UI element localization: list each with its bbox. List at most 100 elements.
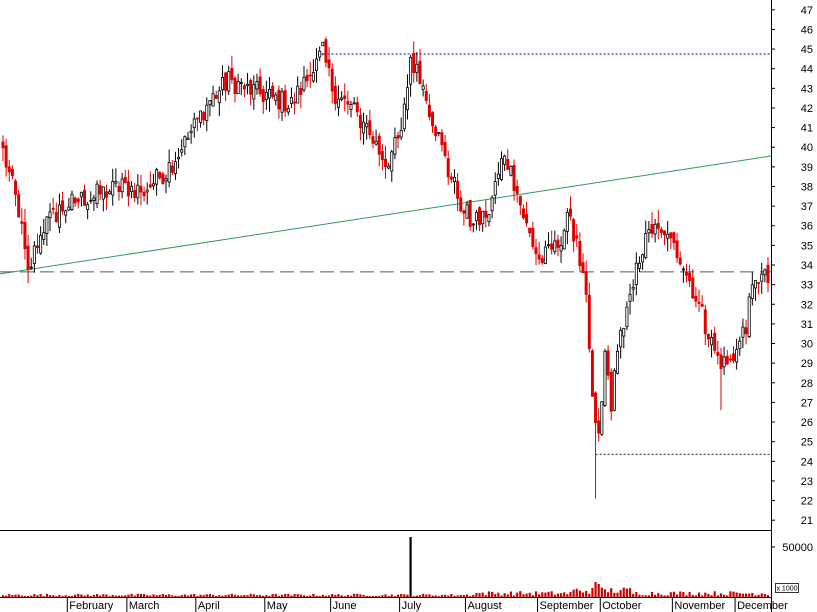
candle-body xyxy=(606,350,610,376)
candle-body xyxy=(114,181,118,184)
candle-body xyxy=(380,151,384,161)
candle-body xyxy=(164,178,168,182)
candle-body xyxy=(217,90,221,104)
candlestick xyxy=(289,87,293,108)
candle-body xyxy=(130,185,134,193)
candle-body xyxy=(434,126,438,137)
candlestick xyxy=(405,74,409,120)
candle-body xyxy=(242,85,246,90)
candle-body xyxy=(352,102,356,105)
candle-body xyxy=(374,140,378,145)
volume-bars xyxy=(1,537,770,597)
candlestick xyxy=(728,354,732,363)
candlestick xyxy=(242,83,246,97)
candle-body xyxy=(725,355,729,365)
candle-body xyxy=(543,246,547,264)
candle-body xyxy=(405,87,409,111)
price-tick-label: 35 xyxy=(801,240,813,252)
candlestick xyxy=(587,282,591,353)
candlestick xyxy=(1,135,5,162)
candle-body xyxy=(691,277,695,299)
candlestick xyxy=(271,82,275,99)
candle-body xyxy=(418,60,422,85)
candlestick xyxy=(628,283,632,315)
candlestick xyxy=(362,112,366,145)
candlestick xyxy=(437,132,441,137)
candle-body xyxy=(669,232,673,239)
candle-body xyxy=(421,85,425,91)
candlestick xyxy=(258,68,262,97)
candle-body xyxy=(180,149,184,153)
price-candles xyxy=(1,36,770,499)
candlestick xyxy=(92,194,96,212)
candle-body xyxy=(83,189,87,206)
candle-body xyxy=(32,245,36,264)
candlestick xyxy=(568,196,572,221)
price-tick-label: 25 xyxy=(801,437,813,449)
price-tick-label: 42 xyxy=(801,103,813,115)
candle-body xyxy=(186,137,190,140)
candlestick xyxy=(296,76,300,104)
candle-body xyxy=(67,206,71,211)
candle-body xyxy=(568,208,572,217)
candle-body xyxy=(189,130,193,134)
candlestick xyxy=(703,304,707,346)
volume-unit-label: x 1000 xyxy=(776,586,797,593)
candlestick xyxy=(39,226,43,255)
candlestick xyxy=(490,195,494,219)
candle-body xyxy=(108,191,112,195)
candlestick xyxy=(641,253,645,270)
candlestick xyxy=(393,127,397,160)
candlestick xyxy=(459,190,463,213)
candlestick xyxy=(456,173,460,212)
price-tick-label: 43 xyxy=(801,83,813,95)
candle-body xyxy=(399,129,403,138)
candlestick xyxy=(556,234,560,257)
candle-body xyxy=(296,85,300,104)
candle-body xyxy=(286,108,290,113)
candlestick xyxy=(302,66,306,93)
candlestick xyxy=(634,252,638,296)
axes: 21 22 23 24 25 26 27 28 29 30 31 32 33 34 35 36 37 38 39 40… xyxy=(66,5,813,612)
candlestick xyxy=(148,171,152,189)
candle-body xyxy=(540,258,544,264)
candle-body xyxy=(431,112,435,127)
candle-body xyxy=(393,137,397,155)
candle-body xyxy=(35,245,39,248)
candle-body xyxy=(757,282,761,284)
candlestick xyxy=(684,264,688,283)
candle-body xyxy=(456,180,460,199)
candle-body xyxy=(202,111,206,121)
candlestick xyxy=(518,195,522,216)
candlestick xyxy=(321,41,325,56)
candle-body xyxy=(496,173,500,180)
candle-body xyxy=(719,354,723,369)
candle-body xyxy=(26,245,30,271)
candlestick xyxy=(255,73,259,95)
candlestick xyxy=(644,220,648,260)
candle-body xyxy=(650,224,654,234)
candle-body xyxy=(562,230,566,250)
candle-body xyxy=(239,82,243,84)
candlestick xyxy=(675,232,679,263)
candlestick xyxy=(565,208,569,245)
candle-body xyxy=(518,196,522,206)
candlestick xyxy=(578,232,582,272)
candlestick xyxy=(462,210,466,226)
candle-body xyxy=(39,235,43,254)
candle-body xyxy=(133,190,137,198)
candlestick xyxy=(267,77,271,112)
candle-body xyxy=(305,74,309,82)
candle-body xyxy=(675,240,679,259)
candlestick xyxy=(537,241,541,265)
candlestick xyxy=(540,254,544,265)
candlestick xyxy=(217,86,221,117)
candlestick xyxy=(183,135,187,156)
candle-body xyxy=(142,191,146,197)
candlestick xyxy=(380,143,384,171)
candlestick xyxy=(713,326,717,354)
candlestick xyxy=(415,52,419,82)
candlestick xyxy=(753,280,757,301)
candle-body xyxy=(311,72,315,82)
candlestick xyxy=(559,236,563,263)
